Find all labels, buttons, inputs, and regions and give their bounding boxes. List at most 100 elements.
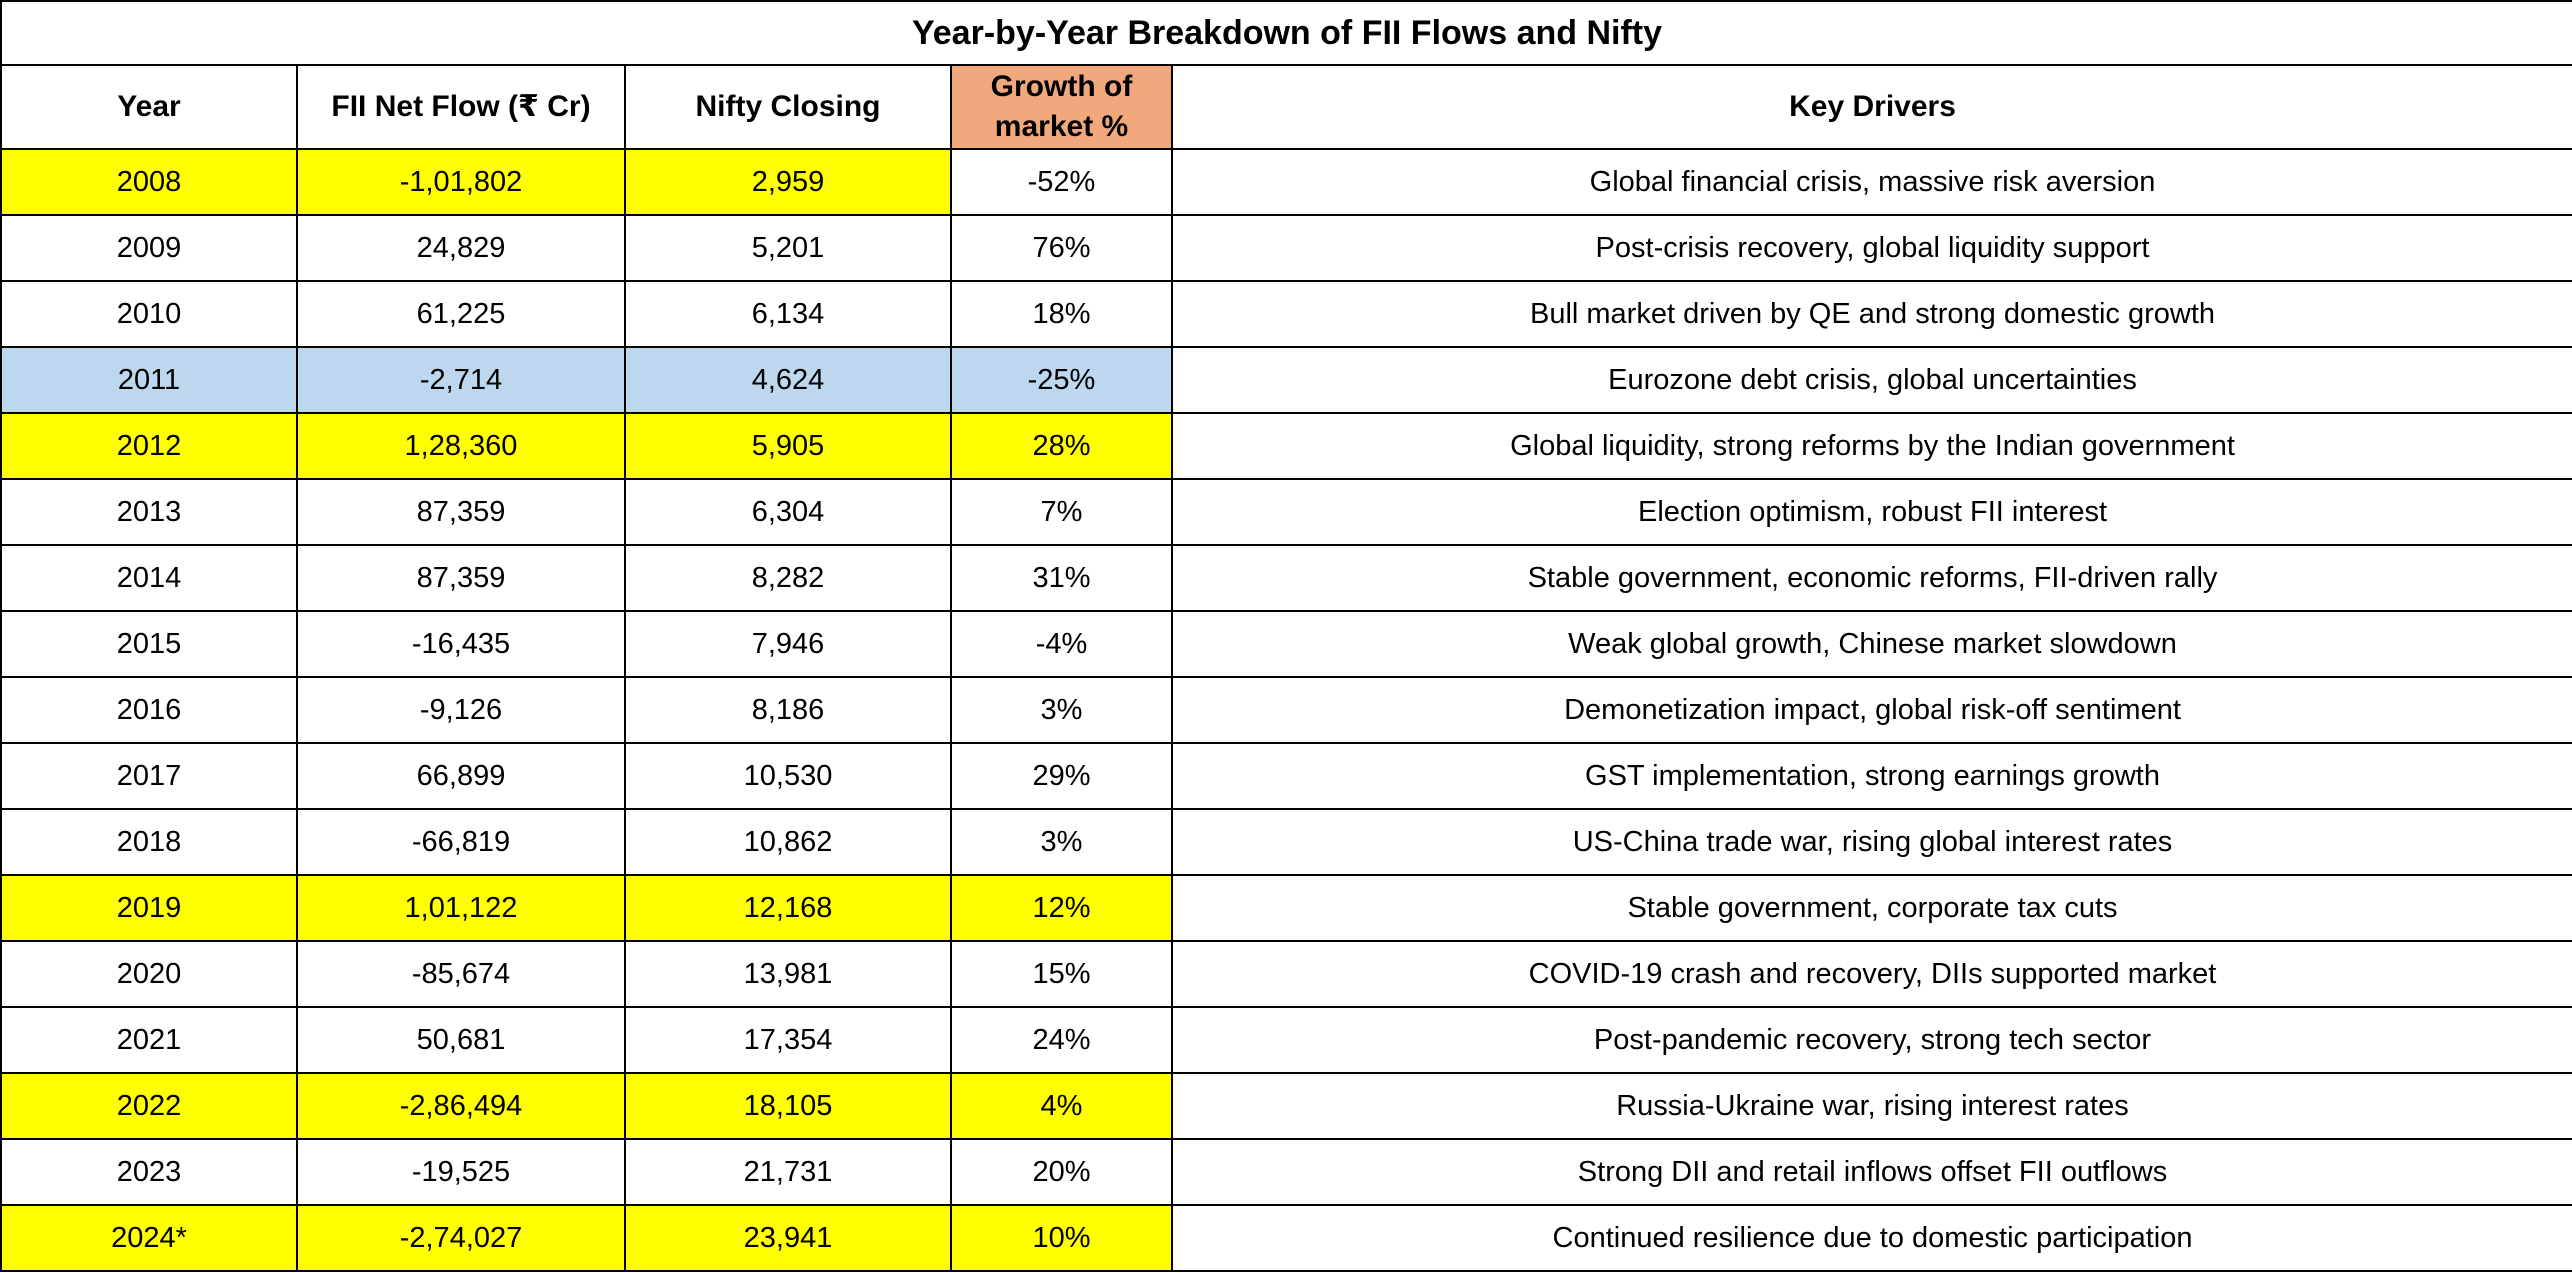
table-row: 2012 1,28,360 5,905 28% Global liquidity… [0, 412, 2572, 480]
cell-growth: 18% [950, 280, 1173, 348]
cell-fii-net-flow: -9,126 [296, 676, 626, 744]
cell-fii-net-flow: 87,359 [296, 478, 626, 546]
column-header-growth: Growth of market % [950, 64, 1173, 150]
cell-fii-net-flow: -2,86,494 [296, 1072, 626, 1140]
table-row: 2014 87,359 8,282 31% Stable government,… [0, 544, 2572, 612]
cell-year: 2012 [0, 412, 298, 480]
cell-year: 2015 [0, 610, 298, 678]
cell-key-drivers: COVID-19 crash and recovery, DIIs suppor… [1171, 940, 2572, 1008]
table-row: 2016 -9,126 8,186 3% Demonetization impa… [0, 676, 2572, 744]
cell-fii-net-flow: -1,01,802 [296, 148, 626, 216]
cell-fii-net-flow: -2,74,027 [296, 1204, 626, 1272]
cell-nifty-closing: 5,201 [624, 214, 952, 282]
cell-growth: 28% [950, 412, 1173, 480]
cell-year: 2020 [0, 940, 298, 1008]
cell-fii-net-flow: 24,829 [296, 214, 626, 282]
cell-year: 2019 [0, 874, 298, 942]
cell-fii-net-flow: 1,01,122 [296, 874, 626, 942]
table-row: 2023 -19,525 21,731 20% Strong DII and r… [0, 1138, 2572, 1206]
table-row: 2019 1,01,122 12,168 12% Stable governme… [0, 874, 2572, 942]
cell-year: 2016 [0, 676, 298, 744]
cell-key-drivers: Weak global growth, Chinese market slowd… [1171, 610, 2572, 678]
table-row: 2024* -2,74,027 23,941 10% Continued res… [0, 1204, 2572, 1272]
cell-key-drivers: Strong DII and retail inflows offset FII… [1171, 1138, 2572, 1206]
table-row: 2018 -66,819 10,862 3% US-China trade wa… [0, 808, 2572, 876]
column-header-fii-net-flow: FII Net Flow (₹ Cr) [296, 64, 626, 150]
cell-growth: 29% [950, 742, 1173, 810]
cell-growth: 31% [950, 544, 1173, 612]
cell-year: 2014 [0, 544, 298, 612]
table-row: 2011 -2,714 4,624 -25% Eurozone debt cri… [0, 346, 2572, 414]
cell-key-drivers: Election optimism, robust FII interest [1171, 478, 2572, 546]
cell-growth: -25% [950, 346, 1173, 414]
cell-year: 2017 [0, 742, 298, 810]
cell-nifty-closing: 7,946 [624, 610, 952, 678]
cell-year: 2011 [0, 346, 298, 414]
cell-year: 2010 [0, 280, 298, 348]
cell-key-drivers: Post-pandemic recovery, strong tech sect… [1171, 1006, 2572, 1074]
cell-nifty-closing: 6,134 [624, 280, 952, 348]
cell-nifty-closing: 4,624 [624, 346, 952, 414]
cell-nifty-closing: 17,354 [624, 1006, 952, 1074]
cell-fii-net-flow: 87,359 [296, 544, 626, 612]
cell-growth: 3% [950, 808, 1173, 876]
cell-key-drivers: Bull market driven by QE and strong dome… [1171, 280, 2572, 348]
cell-nifty-closing: 10,862 [624, 808, 952, 876]
cell-fii-net-flow: 50,681 [296, 1006, 626, 1074]
cell-fii-net-flow: -19,525 [296, 1138, 626, 1206]
cell-fii-net-flow: -16,435 [296, 610, 626, 678]
cell-key-drivers: Eurozone debt crisis, global uncertainti… [1171, 346, 2572, 414]
cell-growth: -4% [950, 610, 1173, 678]
cell-nifty-closing: 8,186 [624, 676, 952, 744]
cell-key-drivers: Stable government, corporate tax cuts [1171, 874, 2572, 942]
cell-growth: 12% [950, 874, 1173, 942]
table-row: 2021 50,681 17,354 24% Post-pandemic rec… [0, 1006, 2572, 1074]
page-title: Year-by-Year Breakdown of FII Flows and … [0, 0, 2572, 66]
cell-key-drivers: Demonetization impact, global risk-off s… [1171, 676, 2572, 744]
cell-year: 2008 [0, 148, 298, 216]
table-row: 2015 -16,435 7,946 -4% Weak global growt… [0, 610, 2572, 678]
cell-fii-net-flow: -2,714 [296, 346, 626, 414]
cell-year: 2024* [0, 1204, 298, 1272]
column-header-year: Year [0, 64, 298, 150]
cell-year: 2013 [0, 478, 298, 546]
cell-fii-net-flow: 66,899 [296, 742, 626, 810]
cell-year: 2023 [0, 1138, 298, 1206]
cell-year: 2021 [0, 1006, 298, 1074]
cell-nifty-closing: 2,959 [624, 148, 952, 216]
cell-nifty-closing: 12,168 [624, 874, 952, 942]
cell-growth: 76% [950, 214, 1173, 282]
cell-fii-net-flow: -66,819 [296, 808, 626, 876]
cell-nifty-closing: 10,530 [624, 742, 952, 810]
cell-fii-net-flow: 1,28,360 [296, 412, 626, 480]
cell-fii-net-flow: 61,225 [296, 280, 626, 348]
cell-key-drivers: Russia-Ukraine war, rising interest rate… [1171, 1072, 2572, 1140]
cell-year: 2009 [0, 214, 298, 282]
table-row: 2022 -2,86,494 18,105 4% Russia-Ukraine … [0, 1072, 2572, 1140]
table-row: 2008 -1,01,802 2,959 -52% Global financi… [0, 148, 2572, 216]
table-row: 2010 61,225 6,134 18% Bull market driven… [0, 280, 2572, 348]
cell-key-drivers: GST implementation, strong earnings grow… [1171, 742, 2572, 810]
cell-year: 2022 [0, 1072, 298, 1140]
cell-key-drivers: Continued resilience due to domestic par… [1171, 1204, 2572, 1272]
cell-growth: 24% [950, 1006, 1173, 1074]
cell-nifty-closing: 23,941 [624, 1204, 952, 1272]
cell-growth: 15% [950, 940, 1173, 1008]
cell-growth: -52% [950, 148, 1173, 216]
cell-nifty-closing: 6,304 [624, 478, 952, 546]
header-row: Year FII Net Flow (₹ Cr) Nifty Closing G… [0, 64, 2572, 150]
table-row: 2009 24,829 5,201 76% Post-crisis recove… [0, 214, 2572, 282]
cell-nifty-closing: 13,981 [624, 940, 952, 1008]
table-row: 2017 66,899 10,530 29% GST implementatio… [0, 742, 2572, 810]
cell-year: 2018 [0, 808, 298, 876]
cell-key-drivers: Global financial crisis, massive risk av… [1171, 148, 2572, 216]
column-header-key-drivers: Key Drivers [1171, 64, 2572, 150]
cell-nifty-closing: 21,731 [624, 1138, 952, 1206]
cell-nifty-closing: 8,282 [624, 544, 952, 612]
column-header-nifty-closing: Nifty Closing [624, 64, 952, 150]
cell-fii-net-flow: -85,674 [296, 940, 626, 1008]
cell-key-drivers: US-China trade war, rising global intere… [1171, 808, 2572, 876]
cell-growth: 4% [950, 1072, 1173, 1140]
